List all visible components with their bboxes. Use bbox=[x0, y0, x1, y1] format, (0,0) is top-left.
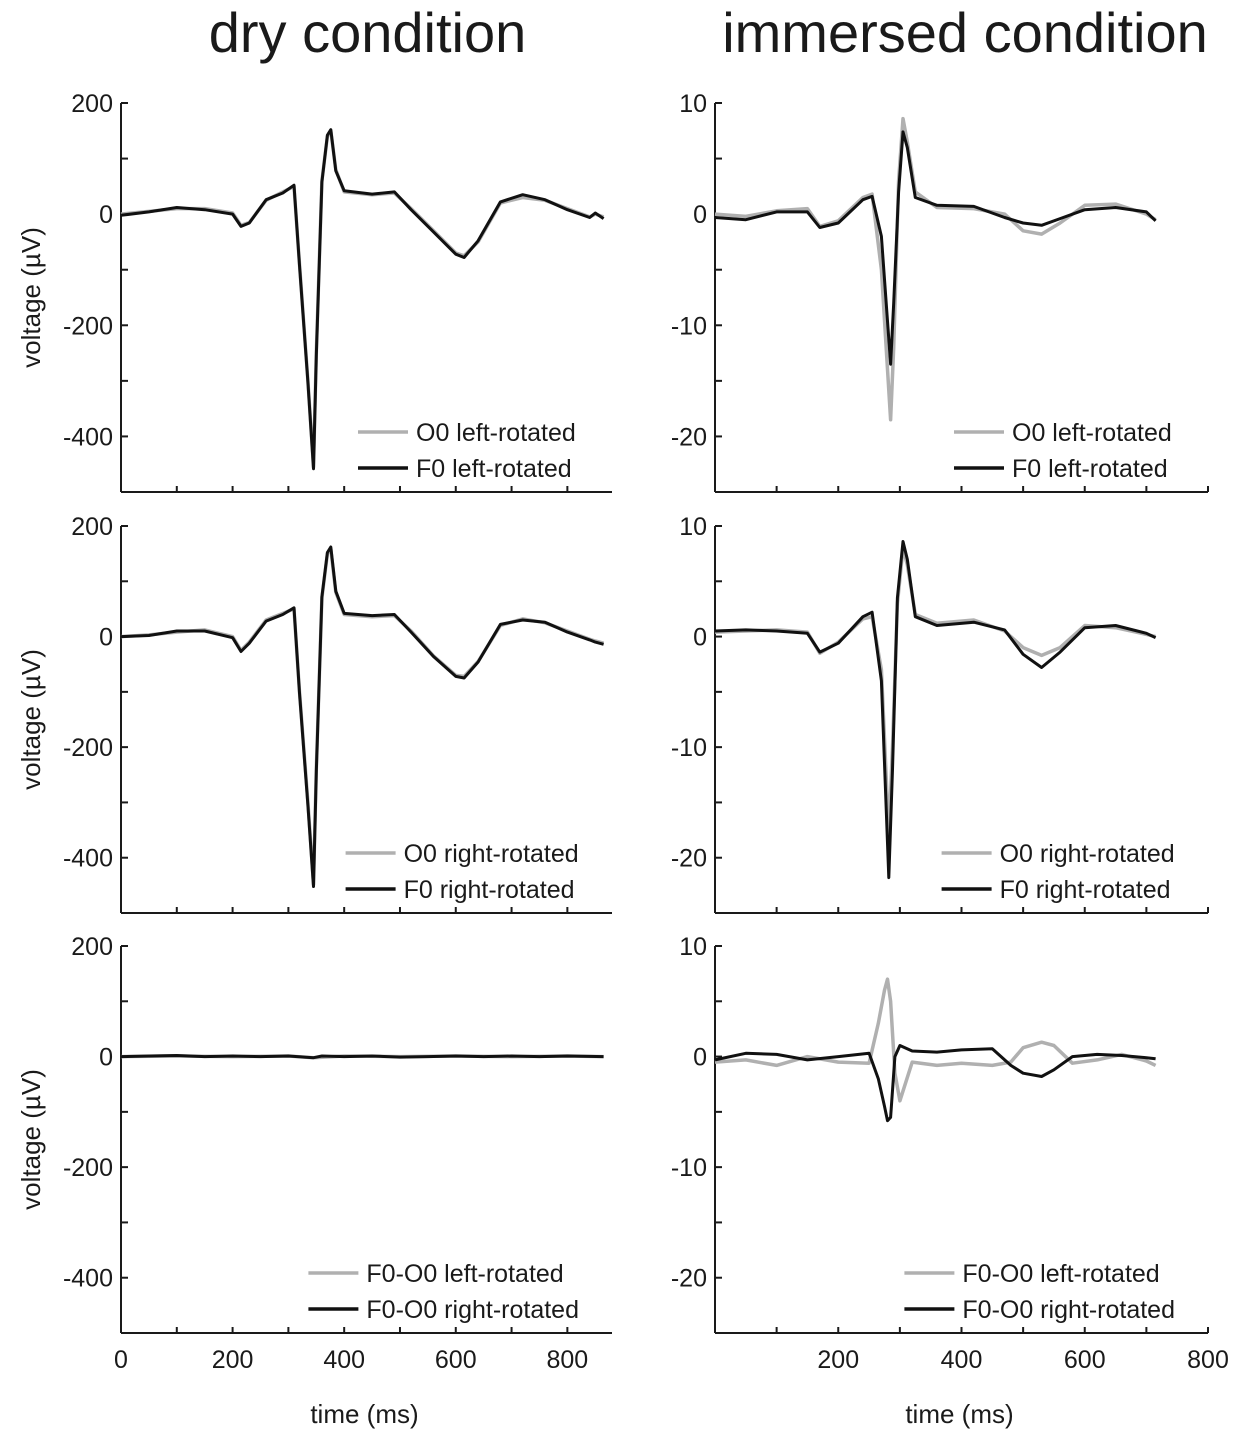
series-line-black bbox=[120, 1054, 604, 1060]
legend-label: O0 left-rotated bbox=[416, 419, 576, 447]
y-tick-label: 10 bbox=[679, 513, 707, 541]
legend-label: F0-O0 right-rotated bbox=[366, 1296, 579, 1324]
y-tick-label: 200 bbox=[71, 90, 113, 118]
y-tick-label: -200 bbox=[63, 734, 113, 762]
x-axis-label: time (ms) bbox=[310, 1399, 418, 1429]
y-tick-label: -10 bbox=[671, 734, 707, 762]
x-axis-label: time (ms) bbox=[905, 1399, 1013, 1429]
y-tick-label: -10 bbox=[671, 312, 707, 340]
legend-label: O0 right-rotated bbox=[1000, 840, 1175, 868]
y-tick-label: 10 bbox=[679, 90, 707, 118]
legend-label: F0-O0 left-rotated bbox=[962, 1260, 1159, 1288]
series-line-black bbox=[120, 545, 604, 888]
series-line-gray bbox=[714, 546, 1157, 838]
y-axis-label: voltage (µV) bbox=[16, 227, 46, 368]
y-tick-label: 0 bbox=[99, 624, 113, 652]
y-tick-label: -400 bbox=[63, 423, 113, 451]
x-tick-label: 600 bbox=[435, 1346, 477, 1374]
y-tick-label: 200 bbox=[71, 933, 113, 961]
series-line-gray bbox=[714, 116, 1157, 422]
x-tick-label: 400 bbox=[941, 1346, 983, 1374]
y-tick-label: 0 bbox=[693, 201, 707, 229]
x-tick-label: 200 bbox=[212, 1346, 254, 1374]
series-line-black bbox=[120, 128, 605, 471]
series-line-black bbox=[714, 1044, 1156, 1123]
dry-condition-title: dry condition bbox=[208, 1, 527, 64]
legend-label: O0 left-rotated bbox=[1012, 419, 1172, 447]
y-tick-label: -400 bbox=[63, 845, 113, 873]
series-line-black bbox=[714, 130, 1157, 366]
series-line-gray bbox=[120, 129, 605, 469]
y-tick-label: 10 bbox=[679, 933, 707, 961]
y-tick-label: 0 bbox=[99, 201, 113, 229]
series-line-gray bbox=[714, 977, 1157, 1103]
legend-label: F0 right-rotated bbox=[1000, 876, 1171, 904]
legend-label: O0 right-rotated bbox=[404, 840, 579, 868]
legend-label: F0-O0 right-rotated bbox=[962, 1296, 1175, 1324]
y-tick-label: 200 bbox=[71, 513, 113, 541]
y-tick-label: -400 bbox=[63, 1265, 113, 1293]
x-tick-label: 600 bbox=[1064, 1346, 1106, 1374]
y-axis-label: voltage (µV) bbox=[16, 1069, 46, 1210]
y-tick-label: -10 bbox=[671, 1154, 707, 1182]
panel-dry-row2: 200 0 -200 -400 voltage (µV) O0 right-rotated… bbox=[16, 513, 612, 914]
x-tick-label: 800 bbox=[1187, 1346, 1229, 1374]
y-tick-label: -20 bbox=[671, 1265, 707, 1293]
y-axis-label: voltage (µV) bbox=[16, 649, 46, 790]
y-tick-label: -200 bbox=[63, 312, 113, 340]
panel-immersed-row3: 10 0 -10 -20 200 400 600 800 time (ms) F0-O0 left… bbox=[671, 933, 1229, 1429]
legend-label: F0 left-rotated bbox=[1012, 455, 1168, 483]
x-tick-label: 800 bbox=[547, 1346, 589, 1374]
panel-immersed-row1: 10 0 -10 -20 O0 left-rotated F0 left-rotated bbox=[671, 90, 1209, 493]
x-tick-label: 200 bbox=[817, 1346, 859, 1374]
series-line-black bbox=[714, 540, 1157, 880]
y-tick-label: 0 bbox=[693, 624, 707, 652]
y-tick-label: -20 bbox=[671, 423, 707, 451]
legend-label: F0 right-rotated bbox=[404, 876, 575, 904]
y-tick-label: 0 bbox=[99, 1044, 113, 1072]
y-tick-label: -200 bbox=[63, 1154, 113, 1182]
legend-label: F0 left-rotated bbox=[416, 455, 572, 483]
series-line-gray bbox=[120, 547, 605, 887]
x-tick-label: 0 bbox=[114, 1346, 128, 1374]
immersed-condition-title: immersed condition bbox=[722, 1, 1208, 64]
y-tick-label: 0 bbox=[693, 1044, 707, 1072]
y-tick-label: -20 bbox=[671, 845, 707, 873]
panel-dry-row3: 200 0 -200 -400 0 200 400 600 800 voltage (µV) tim… bbox=[16, 933, 612, 1429]
legend-label: F0-O0 left-rotated bbox=[366, 1260, 563, 1288]
panel-dry-row1: 200 0 -200 -400 voltage (µV) O0 left-rotated F… bbox=[16, 90, 612, 493]
panel-immersed-row2: 10 0 -10 -20 O0 right-rotated F0 right-rotate… bbox=[671, 513, 1209, 914]
x-tick-label: 400 bbox=[323, 1346, 365, 1374]
